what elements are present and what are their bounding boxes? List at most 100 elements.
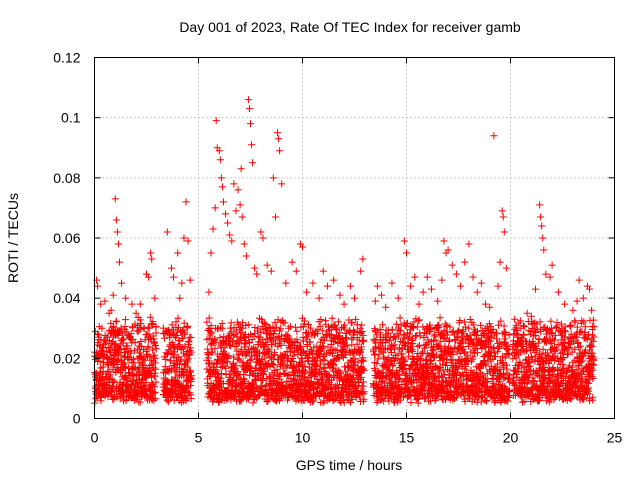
data-point bbox=[567, 395, 575, 403]
data-point bbox=[390, 333, 398, 341]
data-point bbox=[389, 362, 397, 370]
data-point bbox=[211, 204, 219, 212]
data-point bbox=[128, 358, 136, 366]
data-point bbox=[247, 330, 255, 338]
data-point bbox=[328, 314, 336, 322]
data-point bbox=[342, 334, 350, 342]
data-point bbox=[319, 374, 327, 382]
data-point bbox=[373, 331, 381, 339]
data-point bbox=[577, 358, 585, 366]
data-point bbox=[285, 324, 293, 332]
data-point bbox=[477, 321, 485, 329]
data-point bbox=[321, 356, 329, 364]
data-point bbox=[360, 390, 368, 398]
data-point bbox=[378, 291, 386, 299]
data-point bbox=[444, 331, 452, 339]
data-point bbox=[128, 300, 136, 308]
data-point bbox=[387, 349, 395, 357]
data-point bbox=[348, 395, 356, 403]
data-point bbox=[581, 323, 589, 331]
data-point bbox=[420, 395, 428, 403]
data-point bbox=[572, 366, 580, 374]
data-point bbox=[212, 117, 220, 125]
data-point bbox=[438, 276, 446, 284]
data-point bbox=[326, 331, 334, 339]
data-point bbox=[299, 243, 306, 251]
data-point bbox=[559, 376, 567, 384]
data-point bbox=[355, 379, 363, 387]
data-point bbox=[495, 344, 503, 352]
data-point bbox=[561, 328, 569, 336]
data-point bbox=[113, 393, 121, 401]
data-point bbox=[396, 396, 404, 404]
y-tick-label: 0 bbox=[73, 411, 81, 427]
data-point bbox=[136, 316, 144, 324]
data-point bbox=[388, 279, 396, 287]
data-point bbox=[540, 364, 548, 372]
data-point bbox=[117, 324, 125, 332]
data-point bbox=[550, 336, 558, 344]
x-tick-label: 15 bbox=[399, 430, 415, 446]
data-point bbox=[358, 321, 366, 329]
data-point bbox=[489, 325, 497, 333]
data-point bbox=[258, 355, 266, 363]
data-point bbox=[309, 397, 317, 405]
data-point bbox=[276, 371, 284, 379]
data-point bbox=[95, 331, 103, 339]
data-point bbox=[588, 373, 596, 381]
data-point bbox=[151, 372, 159, 380]
data-point bbox=[257, 359, 265, 367]
data-point bbox=[236, 201, 244, 209]
data-point bbox=[554, 340, 562, 348]
data-point bbox=[466, 315, 474, 323]
data-point bbox=[203, 365, 211, 373]
data-point bbox=[502, 330, 510, 338]
data-point bbox=[162, 355, 170, 363]
data-point bbox=[123, 342, 131, 350]
data-point bbox=[292, 267, 300, 275]
data-point bbox=[569, 306, 577, 314]
data-point bbox=[315, 294, 323, 302]
data-point bbox=[217, 374, 225, 382]
data-point bbox=[230, 180, 238, 188]
data-point bbox=[458, 329, 466, 337]
data-point bbox=[151, 388, 159, 396]
data-point bbox=[97, 397, 105, 405]
data-point bbox=[452, 270, 460, 278]
y-tick-label: 0.02 bbox=[53, 350, 80, 366]
data-point bbox=[520, 323, 528, 331]
data-point bbox=[499, 213, 507, 221]
data-point bbox=[115, 329, 123, 337]
data-point bbox=[395, 344, 403, 352]
data-point bbox=[498, 358, 506, 366]
data-point bbox=[151, 395, 159, 403]
data-point bbox=[459, 370, 467, 378]
data-point bbox=[182, 361, 190, 369]
data-point bbox=[423, 356, 431, 364]
data-point bbox=[259, 376, 267, 384]
data-point bbox=[299, 323, 307, 331]
data-point bbox=[334, 332, 342, 340]
data-point bbox=[144, 323, 152, 331]
data-point bbox=[357, 387, 365, 395]
data-point bbox=[569, 358, 577, 366]
data-point bbox=[146, 313, 154, 321]
data-point bbox=[149, 318, 157, 326]
x-tick-label: 0 bbox=[91, 430, 99, 446]
data-point bbox=[245, 105, 253, 113]
data-point bbox=[359, 255, 367, 263]
data-point bbox=[305, 321, 313, 329]
data-point bbox=[174, 324, 182, 332]
data-point bbox=[541, 374, 549, 382]
data-point bbox=[182, 397, 190, 405]
data-point bbox=[183, 323, 191, 331]
data-point bbox=[261, 320, 269, 328]
data-point bbox=[424, 336, 432, 344]
data-point bbox=[457, 282, 465, 290]
data-point bbox=[249, 159, 257, 167]
data-point bbox=[523, 379, 531, 387]
data-point bbox=[537, 327, 545, 335]
data-point bbox=[211, 344, 219, 352]
data-point bbox=[226, 231, 234, 239]
data-point bbox=[209, 348, 217, 356]
